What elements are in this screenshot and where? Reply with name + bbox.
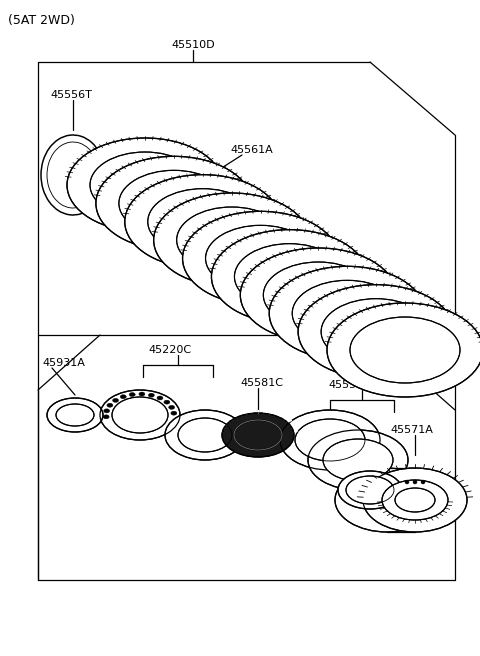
Text: (5AT 2WD): (5AT 2WD) — [8, 14, 75, 27]
Ellipse shape — [421, 480, 425, 484]
Ellipse shape — [125, 174, 281, 269]
Ellipse shape — [280, 410, 380, 470]
Ellipse shape — [295, 419, 365, 461]
Text: 45510D: 45510D — [171, 40, 215, 50]
Text: 45556T: 45556T — [50, 90, 92, 100]
Ellipse shape — [148, 189, 258, 255]
Ellipse shape — [335, 468, 439, 532]
Text: 45220C: 45220C — [148, 345, 191, 355]
Text: 45554A: 45554A — [328, 380, 371, 390]
Ellipse shape — [338, 471, 402, 509]
Ellipse shape — [205, 225, 315, 291]
Ellipse shape — [154, 193, 310, 287]
Ellipse shape — [148, 393, 155, 398]
Ellipse shape — [113, 398, 119, 402]
Ellipse shape — [129, 392, 135, 397]
Ellipse shape — [104, 409, 109, 413]
Ellipse shape — [222, 413, 294, 457]
Ellipse shape — [165, 410, 245, 460]
Ellipse shape — [139, 392, 145, 396]
Ellipse shape — [240, 248, 396, 342]
Ellipse shape — [107, 403, 113, 407]
Text: 45552A: 45552A — [348, 502, 391, 512]
Ellipse shape — [96, 156, 252, 251]
Ellipse shape — [171, 411, 177, 415]
Ellipse shape — [308, 430, 408, 490]
Ellipse shape — [90, 152, 200, 218]
Ellipse shape — [292, 280, 402, 346]
Ellipse shape — [103, 415, 109, 419]
Ellipse shape — [164, 400, 170, 404]
Ellipse shape — [405, 480, 409, 484]
Ellipse shape — [269, 266, 425, 360]
Ellipse shape — [234, 243, 345, 310]
Ellipse shape — [67, 138, 223, 232]
Ellipse shape — [264, 262, 373, 328]
Ellipse shape — [327, 303, 480, 397]
Ellipse shape — [323, 439, 393, 481]
Text: 45931A: 45931A — [42, 358, 85, 368]
Ellipse shape — [298, 285, 454, 379]
Ellipse shape — [413, 480, 417, 484]
Ellipse shape — [47, 398, 103, 432]
Ellipse shape — [100, 390, 180, 440]
Ellipse shape — [120, 395, 126, 399]
Ellipse shape — [112, 397, 168, 433]
Ellipse shape — [157, 396, 163, 400]
Ellipse shape — [168, 405, 175, 409]
Ellipse shape — [363, 468, 467, 532]
Text: 45581C: 45581C — [240, 378, 283, 388]
Ellipse shape — [395, 488, 435, 512]
Ellipse shape — [212, 230, 368, 323]
Text: 45561A: 45561A — [230, 145, 273, 155]
Text: 45571A: 45571A — [390, 425, 433, 435]
Ellipse shape — [119, 171, 229, 236]
Ellipse shape — [182, 211, 338, 305]
Ellipse shape — [321, 298, 431, 365]
Ellipse shape — [350, 317, 460, 383]
Ellipse shape — [178, 418, 232, 452]
Ellipse shape — [234, 420, 282, 450]
Ellipse shape — [382, 480, 448, 520]
Ellipse shape — [56, 404, 94, 426]
Ellipse shape — [346, 476, 394, 504]
Ellipse shape — [177, 207, 287, 273]
